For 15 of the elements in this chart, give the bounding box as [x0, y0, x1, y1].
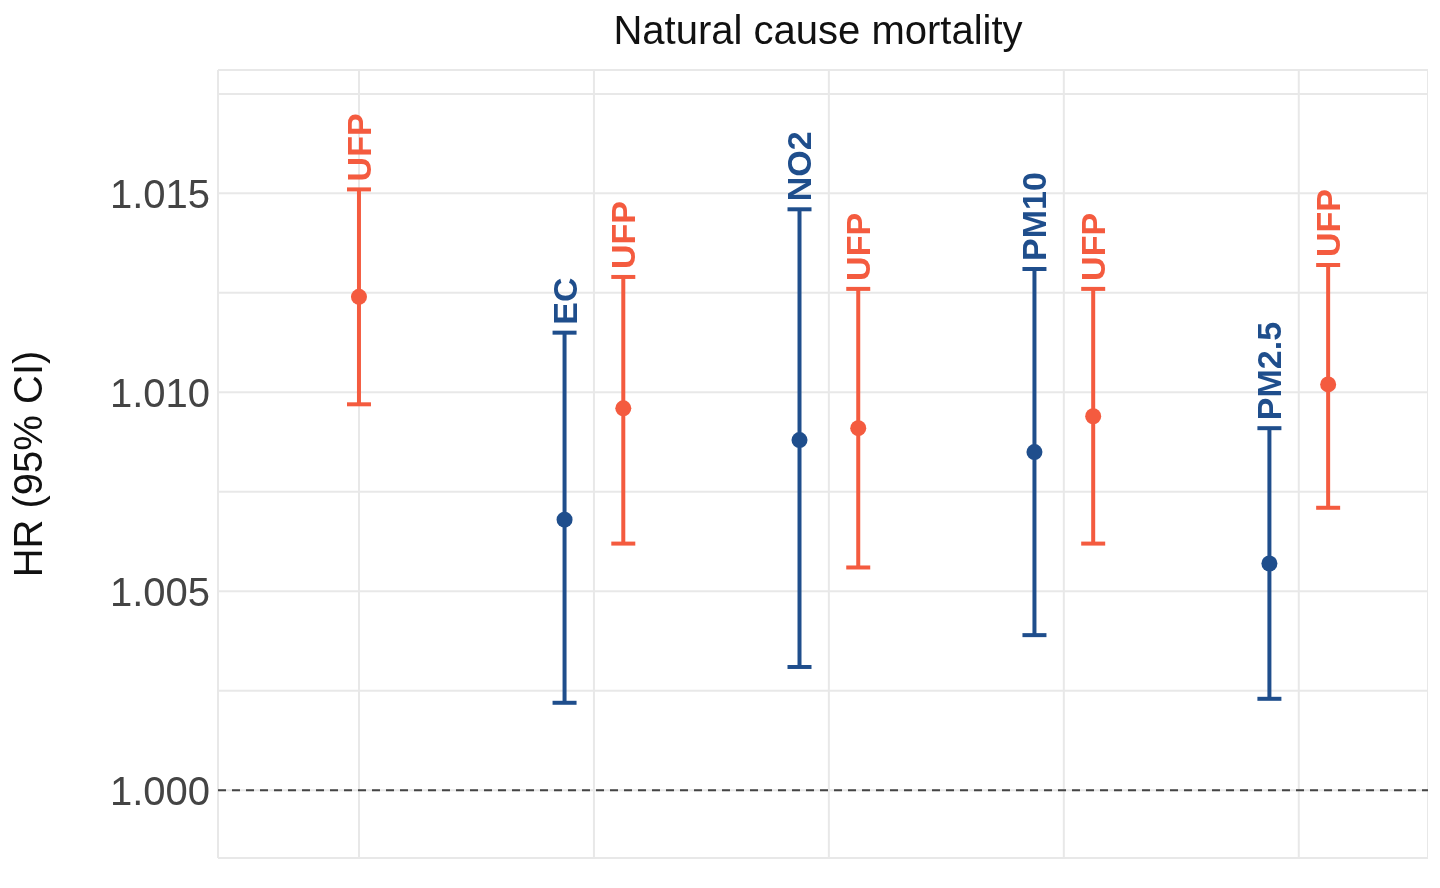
- y-tick-label: 1.005: [109, 569, 210, 614]
- annotation: NO2: [780, 131, 819, 202]
- annotation: PM10: [1015, 172, 1054, 261]
- y-tick-label: 1.010: [109, 370, 210, 415]
- annotation: UFP: [1309, 189, 1348, 258]
- annotation: PM2.5: [1250, 321, 1289, 421]
- chart-title: Natural cause mortality: [612, 8, 1024, 54]
- annotation: UFP: [1074, 212, 1113, 281]
- annotation: EC: [545, 277, 584, 325]
- annotation: UFP: [339, 113, 378, 182]
- annotation: UFP: [604, 200, 643, 269]
- y-tick-label: 1.000: [109, 768, 210, 813]
- y-tick-label: 1.015: [109, 171, 210, 216]
- annotation: UFP: [839, 212, 878, 281]
- y-axis-title: HR (95% CI): [6, 350, 51, 578]
